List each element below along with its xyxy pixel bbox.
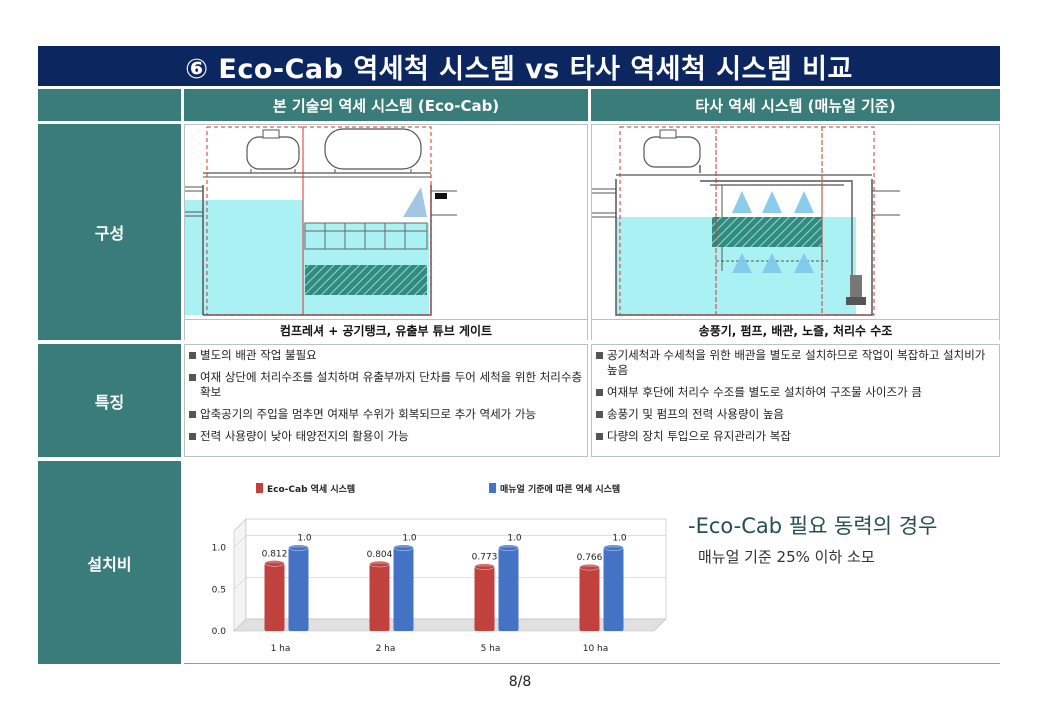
bar-top [393, 544, 414, 551]
eco-cab-features-list: 별도의 배관 작업 불필요 여재 상단에 처리수조를 설치하며 유출부까지 단차… [188, 348, 584, 451]
feature-item: 다량의 장치 투입으로 유지관리가 복잡 [595, 429, 995, 444]
x-tick-label: 10 ha [583, 644, 609, 654]
x-tick-label: 5 ha [481, 644, 501, 654]
page-title: ⑥ Eco-Cab 역세척 시스템 vs 타사 역세척 시스템 비교 [38, 46, 1000, 86]
feature-item: 별도의 배관 작업 불필요 [188, 348, 584, 363]
cost-chart: 0.0 0.5 1.0 Eco-Cab 역세 시스템 매뉴얼 기준에 따른 역세 시스템… [212, 483, 667, 654]
column-header-other: 타사 역세 시스템 (매뉴얼 기준) [591, 89, 1000, 121]
column-header-eco-cab: 본 기술의 역세 시스템 (Eco-Cab) [184, 89, 588, 121]
feature-item: 송풍기 및 펌프의 전력 사용량이 높음 [595, 407, 995, 422]
page-number: 8/8 [508, 674, 532, 690]
gridline-side [233, 535, 247, 548]
data-label: 0.812 [262, 549, 288, 559]
chart-side-wall [233, 518, 247, 632]
y-tick-label: 1.0 [212, 544, 227, 554]
gridline-side [233, 577, 247, 590]
feature-item: 여재 상단에 처리수조를 설치하며 유출부까지 단차를 두어 세척을 위한 처리… [188, 370, 584, 400]
bar [369, 564, 390, 631]
data-label: 0.804 [367, 550, 393, 560]
row-header-composition: 구성 [38, 124, 181, 340]
row-header-cost: 설치비 [38, 461, 181, 664]
bar [474, 566, 495, 631]
y-tick-label: 0.5 [212, 585, 226, 595]
bar-top [498, 544, 519, 551]
eco-cab-diagram-panel: 컴프레셔 + 공기탱크, 유출부 튜브 게이트 [184, 124, 588, 340]
data-label: 1.0 [402, 534, 417, 544]
bar-top [603, 544, 624, 551]
data-label: 1.0 [507, 534, 522, 544]
header-corner [38, 89, 181, 121]
other-features-panel: 공기세척과 수세척을 위한 배관을 별도로 설치하므로 작업이 복잡하고 설치비… [591, 344, 1000, 457]
feature-item: 여재부 후단에 처리수 수조를 별도로 설치하여 구조물 사이즈가 큼 [595, 385, 995, 400]
power-note-title: -Eco-Cab 필요 동력의 경우 [688, 514, 938, 538]
bottom-divider [184, 663, 1000, 664]
data-label: 0.773 [472, 553, 498, 563]
other-diagram [592, 126, 900, 316]
bar [603, 547, 624, 631]
feature-item: 압축공기의 주입을 멈추면 여재부 수위가 회복되므로 추가 역세가 가능 [188, 407, 584, 422]
x-tick-label: 1 ha [271, 644, 291, 654]
bar [288, 547, 309, 631]
legend-label: Eco-Cab 역세 시스템 [267, 483, 355, 495]
legend-swatch [489, 483, 496, 493]
other-features-list: 공기세척과 수세척을 위한 배관을 별도로 설치하므로 작업이 복잡하고 설치비… [595, 348, 995, 451]
y-tick-label: 0.0 [212, 627, 227, 637]
other-diagram-panel: 송풍기, 펌프, 배관, 노즐, 처리수 수조 [591, 124, 1000, 340]
bar-top [264, 560, 285, 567]
bar [498, 547, 519, 631]
bar [393, 547, 414, 631]
bar [579, 567, 600, 631]
bar-top [579, 563, 600, 571]
bar-top [369, 560, 390, 568]
feature-item: 공기세척과 수세척을 위한 배관을 별도로 설치하므로 작업이 복잡하고 설치비… [595, 348, 995, 378]
bar-top [474, 563, 495, 570]
other-composition-caption: 송풍기, 펌프, 배관, 노즐, 처리수 수조 [592, 319, 999, 340]
gridline-side [233, 618, 247, 632]
feature-item: 전력 사용량이 낮아 태양전지의 활용이 가능 [188, 429, 584, 444]
data-label: 1.0 [612, 534, 627, 544]
x-tick-label: 2 ha [376, 644, 396, 654]
data-label: 1.0 [297, 534, 312, 544]
power-note-subtitle: 매뉴얼 기준 25% 이하 소모 [698, 548, 875, 566]
eco-cab-composition-caption: 컴프레셔 + 공기탱크, 유출부 튜브 게이트 [185, 319, 587, 340]
row-header-features: 특징 [38, 344, 181, 457]
bar [264, 563, 285, 631]
eco-cab-features-panel: 별도의 배관 작업 불필요 여재 상단에 처리수조를 설치하며 유출부까지 단차… [184, 344, 588, 457]
bar-top [288, 544, 309, 551]
data-label: 0.766 [577, 553, 603, 563]
legend-label: 매뉴얼 기준에 따른 역세 시스템 [500, 483, 620, 495]
eco-cab-diagram [185, 126, 457, 316]
legend-swatch [256, 483, 263, 493]
